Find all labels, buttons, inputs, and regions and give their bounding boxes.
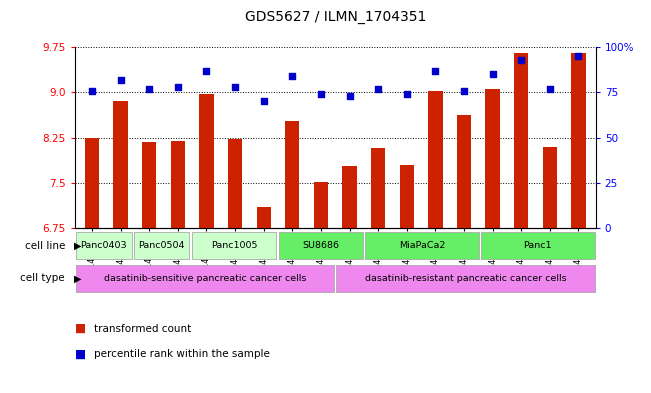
Text: ■: ■ (75, 322, 86, 335)
Point (144, 86, 154, 92)
Text: Panc1: Panc1 (523, 241, 552, 250)
Bar (113, 101, 128, 228)
Point (430, 68, 441, 74)
Bar (199, 94, 214, 228)
Text: cell type: cell type (20, 274, 65, 283)
Point (516, 57, 527, 63)
Point (574, 53, 584, 59)
Bar (314, 182, 328, 228)
Text: dasatinib-sensitive pancreatic cancer cells: dasatinib-sensitive pancreatic cancer ce… (104, 274, 306, 283)
Point (545, 86, 555, 92)
Bar (171, 141, 185, 228)
Bar (365, 232, 478, 259)
Point (373, 86, 383, 92)
Bar (428, 90, 443, 228)
Text: GDS5627 / ILMN_1704351: GDS5627 / ILMN_1704351 (245, 9, 426, 24)
Text: transformed count: transformed count (94, 323, 191, 334)
Bar (85, 138, 99, 228)
Text: dasatinib-resistant pancreatic cancer cells: dasatinib-resistant pancreatic cancer ce… (365, 274, 566, 283)
Point (344, 93, 355, 99)
Point (230, 84, 240, 90)
Bar (342, 166, 357, 228)
Bar (371, 148, 385, 228)
Text: MiaPaCa2: MiaPaCa2 (399, 241, 445, 250)
Text: ▶: ▶ (74, 241, 81, 251)
Bar (142, 142, 156, 228)
Text: Panc0504: Panc0504 (139, 241, 185, 250)
Bar (76, 265, 334, 292)
Text: ▶: ▶ (74, 274, 81, 283)
Bar (481, 232, 594, 259)
Text: ■: ■ (75, 347, 86, 361)
Bar (337, 265, 594, 292)
Point (87, 87, 97, 94)
Point (316, 91, 326, 97)
Bar (76, 232, 132, 259)
Bar (457, 115, 471, 228)
Bar (486, 89, 500, 228)
Bar (228, 140, 242, 228)
Bar (572, 53, 586, 228)
Point (287, 73, 298, 79)
Point (258, 98, 269, 105)
Point (201, 68, 212, 74)
Bar (285, 121, 299, 228)
Bar (543, 147, 557, 228)
Bar (514, 53, 529, 228)
Text: SU8686: SU8686 (302, 241, 339, 250)
Bar (192, 232, 276, 259)
Bar (279, 232, 363, 259)
Text: Panc0403: Panc0403 (81, 241, 127, 250)
Point (459, 87, 469, 94)
Text: Panc1005: Panc1005 (211, 241, 257, 250)
Bar (400, 165, 414, 228)
Point (115, 77, 126, 83)
Point (402, 91, 412, 97)
Bar (134, 232, 189, 259)
Text: percentile rank within the sample: percentile rank within the sample (94, 349, 270, 359)
Text: cell line: cell line (25, 241, 65, 251)
Point (173, 84, 183, 90)
Point (488, 71, 498, 77)
Bar (256, 207, 271, 228)
